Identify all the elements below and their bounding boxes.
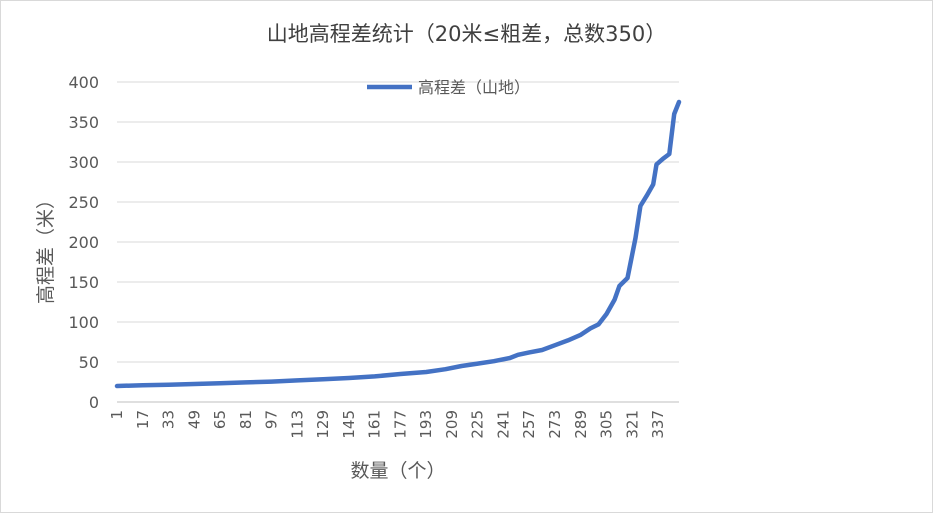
x-tick-label: 145: [340, 410, 358, 439]
x-axis-ticks: 1 17 33 49 65 81 97 113 129 145 161 177 193 209 225 241…: [108, 410, 667, 439]
y-tick-label: 50: [79, 353, 99, 372]
y-tick-label: 100: [68, 313, 99, 332]
gridlines: [117, 81, 679, 403]
y-axis-ticks: 0 50 100 150 200 250 300 350 400: [68, 73, 99, 412]
x-tick-label: 273: [546, 410, 564, 439]
y-tick-label: 150: [68, 273, 99, 292]
x-tick-label: 97: [263, 410, 281, 429]
x-tick-label: 225: [469, 410, 487, 439]
y-tick-label: 200: [68, 233, 99, 252]
x-tick-label: 129: [314, 410, 332, 439]
x-tick-label: 209: [443, 410, 461, 439]
x-tick-label: 241: [494, 410, 512, 439]
x-tick-label: 257: [520, 410, 538, 439]
x-tick-label: 65: [211, 410, 229, 429]
y-tick-label: 0: [89, 393, 99, 412]
x-tick-label: 113: [288, 410, 306, 439]
x-tick-label: 161: [366, 410, 384, 439]
x-axis-title: 数量（个）: [350, 460, 445, 482]
x-tick-label: 321: [623, 410, 641, 439]
x-tick-label: 193: [417, 410, 435, 439]
x-tick-label: 177: [391, 410, 409, 439]
y-tick-label: 250: [68, 193, 99, 212]
series-line: [114, 99, 682, 389]
x-tick-label: 33: [160, 410, 178, 429]
x-tick-label: 17: [134, 410, 152, 429]
y-tick-label: 350: [68, 113, 99, 132]
series-layer: [114, 99, 682, 389]
legend-label: 高程差（山地）: [418, 78, 530, 97]
x-tick-label: 81: [237, 410, 255, 429]
x-tick-label: 337: [649, 410, 667, 439]
x-tick-label: 305: [598, 410, 616, 439]
y-tick-label: 400: [68, 73, 99, 92]
x-tick-label: 289: [572, 410, 590, 439]
x-tick-label: 49: [185, 410, 203, 429]
x-tick-label: 1: [108, 410, 126, 420]
y-tick-label: 300: [68, 153, 99, 172]
chart-title: 山地高程差统计（20米≤粗差，总数350）: [266, 22, 667, 46]
legend: 高程差（山地）: [367, 78, 530, 97]
y-axis-title: 高程差（米）: [35, 190, 57, 304]
